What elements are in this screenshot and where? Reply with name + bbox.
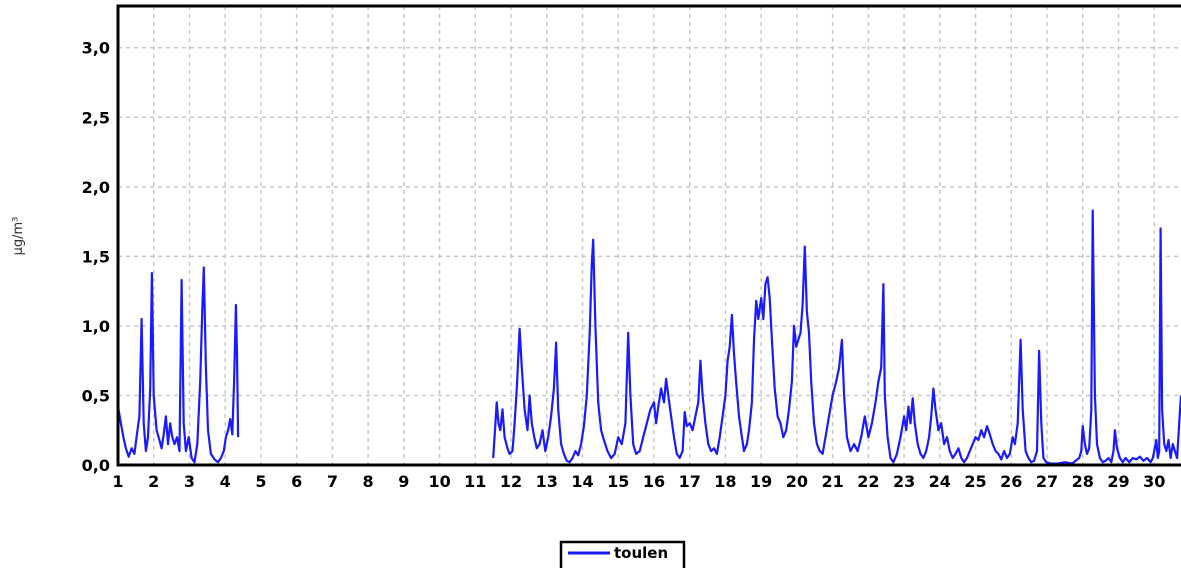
y-tick-label: 1,0: [82, 317, 110, 336]
x-tick-label: 3: [184, 472, 195, 491]
x-tick-label: 23: [893, 472, 915, 491]
y-tick-labels: 0,0 0,5 1,0 1,5 2,0 2,5 3,0: [82, 39, 110, 475]
x-tick-label: 29: [1107, 472, 1129, 491]
x-tick-labels: 1 2 3 4 5 6 7 8 9 10 11 12 13 14 15 16 17 18 19 20 21 22 23 24 2…: [112, 472, 1165, 491]
x-tick-label: 13: [536, 472, 558, 491]
y-tick-label: 3,0: [82, 39, 110, 58]
x-tick-label: 15: [607, 472, 629, 491]
x-tick-label: 27: [1036, 472, 1058, 491]
x-tick-label: 25: [964, 472, 986, 491]
x-tick-label: 5: [255, 472, 266, 491]
x-tick-label: 26: [1000, 472, 1022, 491]
legend-label: toulen: [614, 544, 668, 562]
x-tick-label: 8: [363, 472, 374, 491]
x-tick-label: 12: [500, 472, 522, 491]
x-tick-label: 2: [148, 472, 159, 491]
y-tick-label: 1,5: [82, 247, 110, 266]
x-tick-label: 21: [821, 472, 843, 491]
x-tick-label: 9: [398, 472, 409, 491]
x-tick-label: 4: [220, 472, 231, 491]
x-tick-label: 16: [643, 472, 665, 491]
x-tick-label: 28: [1072, 472, 1094, 491]
x-tick-label: 17: [679, 472, 701, 491]
x-tick-label: 10: [428, 472, 450, 491]
x-tick-label: 30: [1143, 472, 1165, 491]
y-tick-label: 2,0: [82, 178, 110, 197]
x-tick-label: 24: [929, 472, 951, 491]
y-tick-label: 0,5: [82, 386, 110, 405]
legend-box: [559, 540, 686, 568]
y-tick-label: 0,0: [82, 456, 110, 475]
x-tick-label: 22: [857, 472, 879, 491]
x-tick-label: 19: [750, 472, 772, 491]
legend: toulen: [559, 540, 686, 568]
x-tick-label: 20: [786, 472, 808, 491]
x-tick-label: 14: [571, 472, 593, 491]
x-tick-label: 1: [112, 472, 123, 491]
series-layer: [116, 209, 1181, 465]
x-tick-label: 18: [714, 472, 736, 491]
x-tick-label: 11: [464, 472, 486, 491]
y-tick-label: 2,5: [82, 108, 110, 127]
y-axis-label: µg/m³: [11, 217, 26, 256]
series-line-toulen: [492, 209, 1181, 465]
x-tick-label: 6: [291, 472, 302, 491]
plot-frame: [116, 4, 1181, 467]
series-line-toulen: [116, 266, 240, 464]
x-tick-label: 7: [327, 472, 338, 491]
